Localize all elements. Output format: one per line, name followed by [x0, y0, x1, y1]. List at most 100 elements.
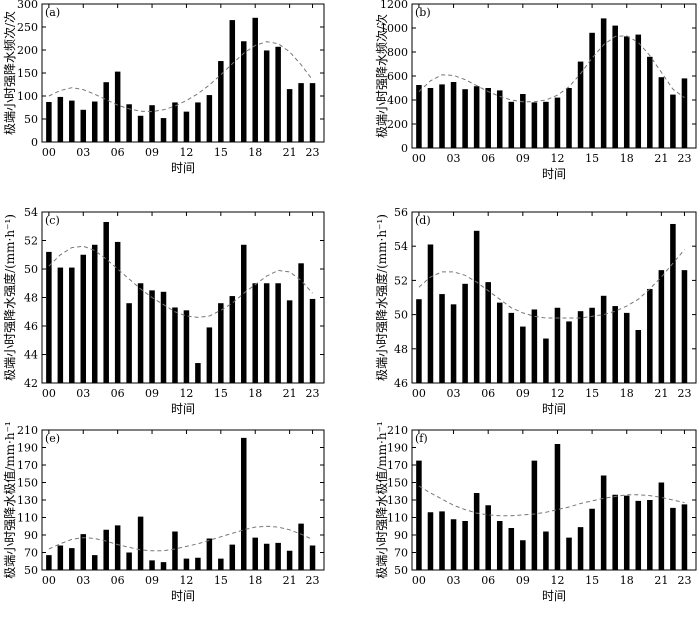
panel-5-bar-04	[91, 555, 98, 570]
panel-1-bar-01	[57, 96, 64, 142]
panel-1-xaxis-title: 时间	[171, 161, 195, 175]
panel-1-ytick-label: 150	[17, 67, 38, 80]
panel-3-bar-18	[252, 283, 258, 383]
panel-5-ytick-label: 190	[17, 442, 38, 455]
panel-5-xtick-label: 15	[214, 574, 228, 587]
panel-5-xtick-label: 03	[76, 574, 90, 587]
panel-2-bar-01	[427, 88, 434, 148]
panel-4-xtick-label: 09	[516, 387, 530, 400]
panel-4-ytick-label: 50	[394, 309, 408, 322]
panel-4-bar-10	[531, 309, 538, 383]
panel-4-xaxis-title: 时间	[542, 402, 566, 416]
panel-2-bar-11	[543, 101, 549, 148]
panel-4-bar-03	[450, 304, 457, 383]
panel-3-ytick-label: 54	[24, 206, 38, 219]
panel-6-ytick-label: 90	[394, 529, 408, 542]
panel-2-bar-03	[450, 82, 457, 148]
panel-5-xtick-label: 00	[42, 574, 56, 587]
panel-3-bar-19	[263, 283, 270, 383]
panel-6-xaxis-title: 时间	[542, 589, 566, 603]
panel-2-ytick-label: 1200	[380, 0, 408, 11]
panel-5-bar-17	[241, 437, 247, 570]
panel-5-bar-20	[275, 542, 281, 570]
panel-2-bar-21	[658, 77, 665, 148]
panel-6-ytick-label: 110	[387, 512, 408, 525]
panel-4-ytick-label: 46	[394, 377, 408, 390]
panel-1-ytick-label: 50	[24, 113, 38, 126]
panel-5-label: (e)	[45, 432, 60, 445]
panel-2-ytick-label: 0	[401, 142, 408, 155]
panel-2-trend-line	[418, 35, 685, 103]
panel-3-yaxis-title: 极端小时强降水强度/(mm·h⁻¹)	[2, 214, 17, 381]
panel-6-bar-06	[485, 505, 491, 570]
panel-1-bar-17	[241, 41, 247, 143]
panel-2-bar-23	[681, 78, 688, 148]
panel-4-bar-05	[473, 230, 480, 383]
panel-3-xaxis-title: 时间	[171, 402, 195, 416]
panel-5-bar-08	[137, 516, 144, 570]
panel-5-xtick-label: 18	[248, 574, 262, 587]
panel-1-xtick-label: 06	[111, 146, 125, 159]
panel-3-bar-00	[46, 251, 52, 383]
panel-3-bar-17	[241, 244, 247, 383]
panel-6-ytick-label: 70	[394, 547, 408, 560]
panel-3-xtick-label: 18	[248, 387, 262, 400]
panel-3-bar-12	[183, 310, 190, 383]
panel-2-bar-19	[635, 34, 642, 148]
panel-1-ytick-label: 300	[17, 0, 38, 11]
panel-5-ytick-label: 130	[17, 494, 38, 507]
panel-1-bar-22	[298, 83, 304, 142]
panel-5-bar-22	[298, 523, 304, 570]
panel-4-xtick-label: 03	[447, 387, 461, 400]
panel-1-ytick-label: 0	[31, 136, 38, 149]
panel-3-xtick-label: 09	[145, 387, 159, 400]
panel-6-bar-22	[670, 507, 676, 570]
panel-4-yaxis-title: 极端小时强降水强度/(mm·h⁻¹)	[374, 214, 389, 381]
panel-1-bar-04	[91, 101, 98, 142]
panel-1-bar-10	[160, 118, 167, 142]
panel-3-ytick-label: 50	[24, 263, 38, 276]
panel-4-trend-line	[418, 249, 685, 319]
panel-3-xtick-label: 15	[214, 387, 228, 400]
panel-5-xtick-label: 09	[145, 574, 159, 587]
panel-5-bar-00	[46, 555, 52, 570]
panel-5-ytick-label: 50	[24, 564, 38, 577]
panel-6-bar-11	[543, 531, 549, 570]
panel-3-bar-08	[137, 283, 144, 383]
panel-3-xtick-label: 21	[283, 387, 297, 400]
panel-6-bar-21	[658, 482, 665, 570]
panel-3-label: (c)	[45, 214, 60, 227]
panel-4-bar-01	[427, 244, 434, 383]
panel-2-bar-12	[554, 97, 561, 148]
panel-6-yaxis-title: 极端小时强降水极值/mm·h⁻¹	[374, 421, 389, 579]
panel-1-bar-03	[80, 109, 87, 142]
panel-3-bar-05	[103, 221, 109, 383]
panel-1-yaxis-title: 极端小时强降水频次/次	[3, 11, 17, 135]
panel-2-bar-20	[647, 56, 653, 148]
panel-3-bar-16	[229, 296, 236, 383]
panel-1-ytick-label: 100	[17, 90, 38, 103]
panel-1-bar-06	[114, 71, 121, 142]
panel-1-ytick-label: 250	[17, 21, 38, 34]
panel-6-bar-12	[554, 444, 561, 570]
panel-6-ytick-label: 190	[387, 442, 408, 455]
panel-6-bar-04	[462, 521, 468, 570]
panel-5-ytick-label: 70	[24, 547, 38, 560]
panel-6-xtick-label: 12	[550, 574, 564, 587]
panel-4-label: (d)	[415, 214, 431, 227]
panel-2-xtick-label: 00	[412, 152, 426, 165]
panel-5-ytick-label: 150	[17, 477, 38, 490]
panel-1-trend-line	[48, 41, 313, 113]
panel-5-bar-02	[69, 548, 75, 570]
panel-3-ytick-label: 44	[24, 349, 38, 362]
panel-6-bar-15	[589, 508, 595, 570]
panel-5-bar-05	[103, 529, 109, 570]
panel-6-xtick-label: 21	[654, 574, 668, 587]
panel-6-bar-03	[450, 519, 457, 570]
panel-1-bar-13	[195, 102, 201, 142]
panel-4-ytick-label: 54	[394, 240, 408, 253]
panel-5-xaxis-title: 时间	[171, 589, 195, 603]
panel-6-bar-17	[612, 494, 618, 570]
panel-1-xtick-label: 23	[306, 146, 320, 159]
panel-6-bar-08	[508, 528, 515, 570]
